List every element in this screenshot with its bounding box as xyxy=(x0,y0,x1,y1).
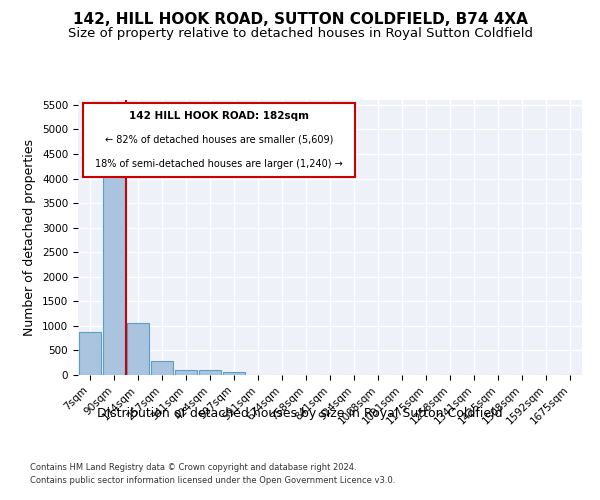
Bar xyxy=(127,323,149,375)
Bar xyxy=(175,370,197,375)
Bar xyxy=(79,332,101,375)
Text: Distribution of detached houses by size in Royal Sutton Coldfield: Distribution of detached houses by size … xyxy=(97,408,503,420)
Text: 142, HILL HOOK ROAD, SUTTON COLDFIELD, B74 4XA: 142, HILL HOOK ROAD, SUTTON COLDFIELD, B… xyxy=(73,12,527,28)
Bar xyxy=(151,360,173,375)
Text: 18% of semi-detached houses are larger (1,240) →: 18% of semi-detached houses are larger (… xyxy=(95,158,343,168)
Text: Contains public sector information licensed under the Open Government Licence v3: Contains public sector information licen… xyxy=(30,476,395,485)
Text: 142 HILL HOOK ROAD: 182sqm: 142 HILL HOOK ROAD: 182sqm xyxy=(129,111,309,121)
FancyBboxPatch shape xyxy=(83,103,355,177)
Bar xyxy=(199,370,221,375)
Bar xyxy=(103,151,125,375)
Y-axis label: Number of detached properties: Number of detached properties xyxy=(23,139,37,336)
Text: Contains HM Land Registry data © Crown copyright and database right 2024.: Contains HM Land Registry data © Crown c… xyxy=(30,462,356,471)
Text: ← 82% of detached houses are smaller (5,609): ← 82% of detached houses are smaller (5,… xyxy=(105,135,334,145)
Bar xyxy=(223,372,245,375)
Text: Size of property relative to detached houses in Royal Sutton Coldfield: Size of property relative to detached ho… xyxy=(67,28,533,40)
